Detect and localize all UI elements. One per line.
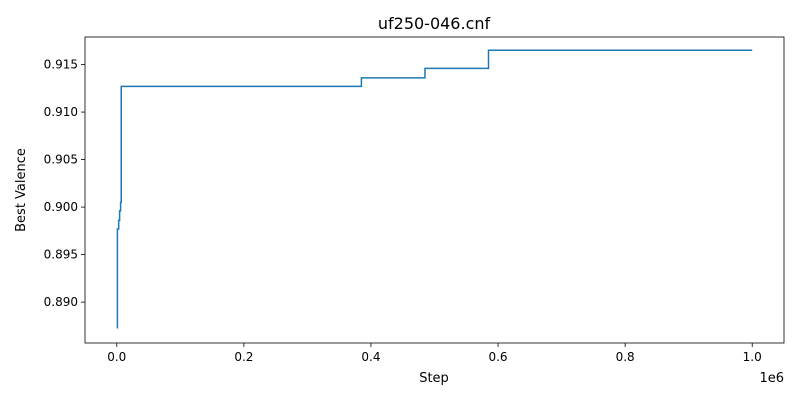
x-axis-label: Step xyxy=(419,371,449,386)
x-tick-label: 0.8 xyxy=(616,350,635,364)
y-axis: 0.890 0.895 0.900 0.905 0.910 0.915 xyxy=(44,58,85,309)
x-tick-label: 0.6 xyxy=(488,350,507,364)
y-tick-label: 0.915 xyxy=(44,58,78,72)
plot-frame xyxy=(84,36,785,344)
chart-title: uf250-046.cnf xyxy=(378,14,491,33)
y-tick-label: 0.900 xyxy=(44,200,78,214)
x-tick-label: 0.2 xyxy=(234,350,253,364)
y-tick-label: 0.890 xyxy=(44,295,78,309)
plot-area xyxy=(84,36,785,344)
y-axis-label: Best Valence xyxy=(14,148,29,232)
x-tick-label: 1.0 xyxy=(743,350,762,364)
y-tick-label: 0.895 xyxy=(44,248,78,262)
y-tick-label: 0.910 xyxy=(44,105,78,119)
x-axis-offset-label: 1e6 xyxy=(759,371,784,386)
x-axis: 0.0 0.2 0.4 0.6 0.8 1.0 xyxy=(107,343,762,364)
series-line-0 xyxy=(116,49,753,329)
x-tick-label: 0.4 xyxy=(361,350,380,364)
y-tick-label: 0.905 xyxy=(44,153,78,167)
x-tick-label: 0.0 xyxy=(107,350,126,364)
